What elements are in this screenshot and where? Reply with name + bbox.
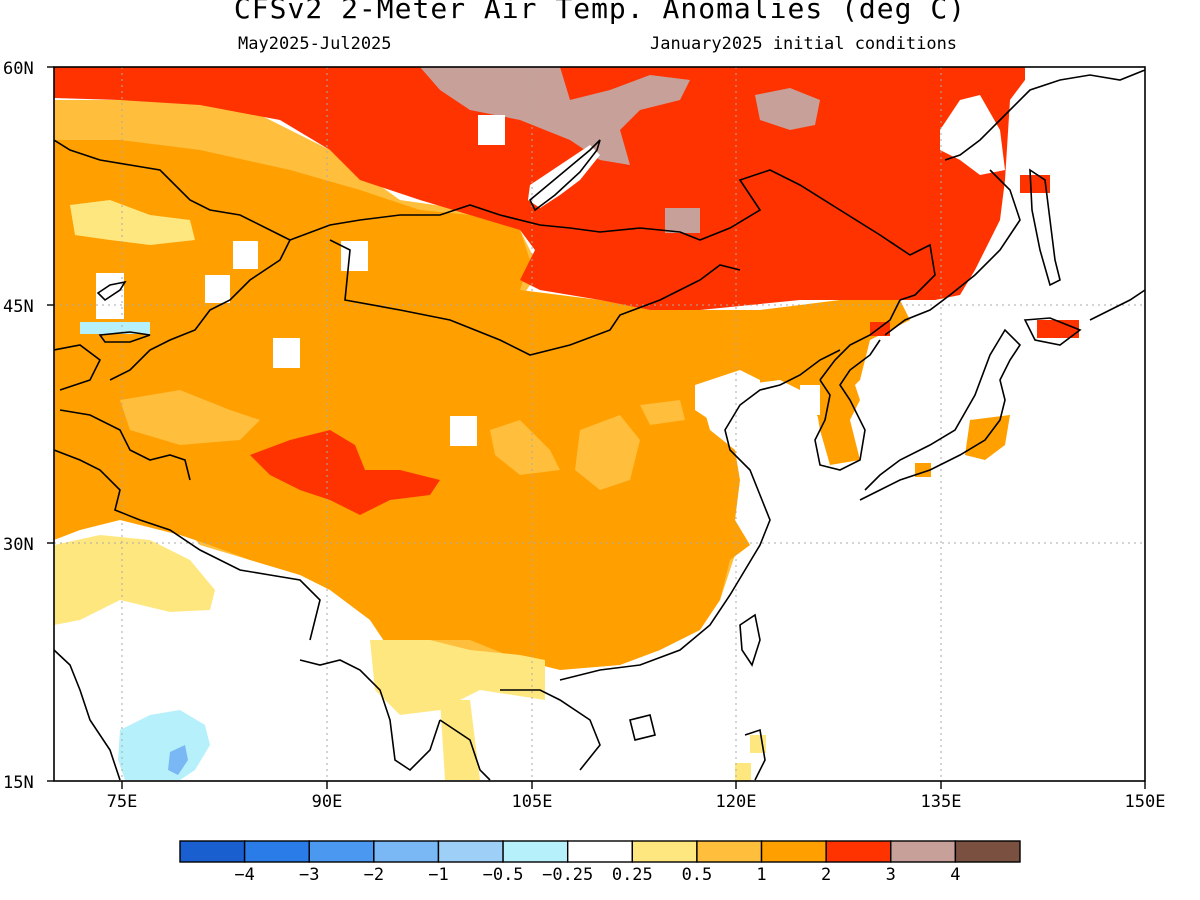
lon-label-75e: 75E [107, 792, 138, 812]
anomaly-patch-red-primorye [870, 322, 890, 336]
gridlines [54, 67, 1145, 781]
map-title: CFSv2 2-Meter Air Temp. Anomalies (deg C… [233, 0, 967, 25]
color-scale-swatch [760, 840, 827, 863]
anomaly-blob-light-orange-3 [120, 390, 260, 445]
lon-label-90e: 90E [312, 792, 343, 812]
color-scale-label: −3 [299, 865, 319, 885]
anomaly-blob-light-orange-4 [490, 420, 560, 475]
mask-lake-alakol [233, 241, 258, 269]
color-scale-swatch [373, 840, 440, 863]
mask-yellow-sea [800, 385, 820, 415]
color-scale-swatch [631, 840, 698, 863]
anomaly-patch-blue-india [168, 745, 188, 775]
mask-lake-bosten [273, 338, 300, 368]
color-scale-label: 0.25 [612, 865, 653, 885]
coastlines-and-borders [54, 69, 1145, 781]
color-scale-label: −0.25 [542, 865, 593, 885]
mask-sea-of-okhotsk [940, 95, 1005, 175]
color-scale-label: −4 [234, 865, 254, 885]
color-scale-label: −0.5 [483, 865, 524, 885]
mask-lake-baikal [528, 145, 600, 208]
mask-lake-zaysan [205, 275, 230, 303]
mask-bohai-sea [695, 370, 760, 430]
color-scale-swatch [825, 840, 892, 863]
initial-conditions: January2025 initial conditions [650, 34, 958, 54]
map-frame [53, 66, 1146, 782]
anomaly-patch-orange-korea-2 [840, 340, 860, 370]
anomaly-region-lightblue-india [118, 710, 210, 780]
color-scale-label: 1 [756, 865, 766, 885]
lon-label-150e: 150E [1125, 792, 1166, 812]
anomaly-region-yellow-peninsula [440, 700, 480, 780]
mask-lake-north [478, 115, 505, 145]
lat-label-15n: 15N [3, 773, 34, 793]
anomaly-patch-lightblue-issykkul [80, 322, 150, 334]
color-scale-label: −2 [364, 865, 384, 885]
color-scale-swatch [696, 840, 763, 863]
color-scale-swatch [954, 840, 1021, 863]
color-scale-label: 4 [950, 865, 960, 885]
anomaly-patch-brown-3 [665, 208, 700, 233]
color-scale-label: 3 [886, 865, 896, 885]
lat-label-45n: 45N [3, 297, 34, 317]
color-scale-swatch [437, 840, 504, 863]
anomaly-patch-red-hokkaido [1037, 320, 1079, 338]
anomaly-blob-red-tibet [250, 430, 440, 515]
color-scale-label: 2 [821, 865, 831, 885]
lon-label-135e: 135E [921, 792, 962, 812]
color-scale-label: −1 [428, 865, 448, 885]
mask-lake-uvs [341, 241, 368, 271]
lat-label-60n: 60N [3, 59, 34, 79]
color-scale-swatch [502, 840, 569, 863]
color-scale-swatch [890, 840, 957, 863]
forecast-period: May2025-Jul2025 [238, 34, 392, 54]
color-scale-swatch [566, 840, 634, 863]
anomaly-patch-yellow-luzon-2 [735, 763, 751, 781]
anomaly-blob-light-orange-2 [640, 400, 685, 425]
color-scale-swatch [308, 840, 375, 863]
mask-lake-qinghai [450, 416, 477, 446]
anomaly-region-yellow-south [54, 535, 215, 625]
lat-label-30n: 30N [3, 535, 34, 555]
anomaly-region-yellow-west [70, 200, 195, 245]
anomaly-region-yellow-indochina [370, 640, 545, 715]
anomaly-patch-brown-1 [420, 67, 690, 165]
lon-label-105e: 105E [512, 792, 553, 812]
color-scale-label: 0.5 [682, 865, 713, 885]
anomaly-patch-brown-2 [755, 88, 820, 130]
lon-label-120e: 120E [716, 792, 757, 812]
axis-ticks [47, 66, 1146, 789]
anomaly-blob-light-orange-1 [575, 415, 640, 490]
color-scale-swatch [243, 840, 310, 863]
anomaly-patch-orange-korea [815, 370, 860, 465]
map-panel [54, 67, 1145, 781]
anomaly-region-orange [54, 140, 910, 670]
color-scale-swatch [179, 840, 246, 863]
anomaly-patch-red-sakhalin [1020, 175, 1050, 193]
color-scale-legend: −4 −3 −2 −1 −0.5 −0.25 0.25 0.5 1 2 3 4 [179, 840, 1021, 885]
